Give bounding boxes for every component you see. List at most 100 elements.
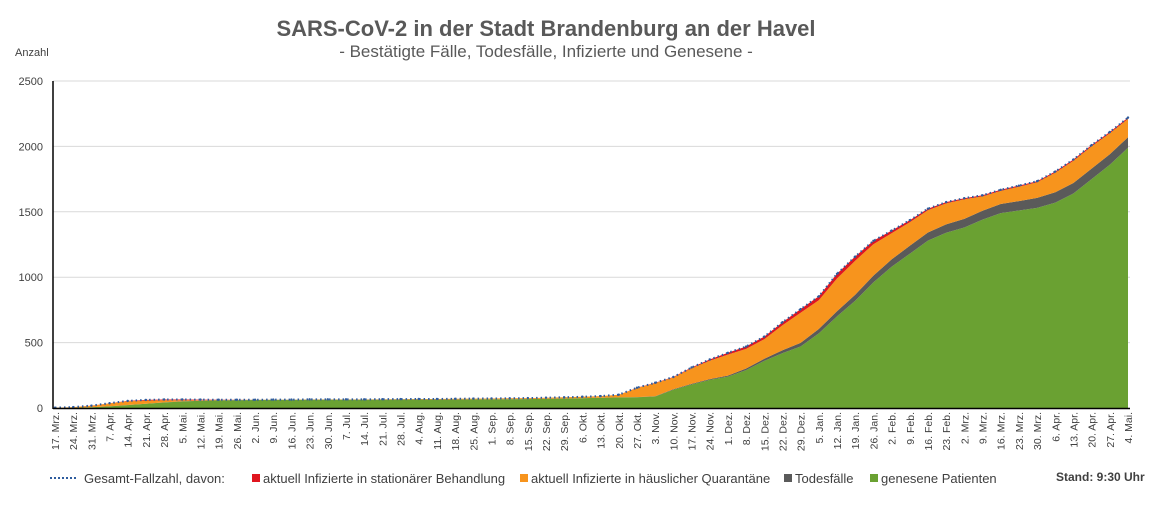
y-tick-label: 0 — [37, 403, 43, 415]
total-point — [490, 397, 493, 400]
total-point — [617, 393, 620, 396]
x-tick-label: 30. Jun. — [323, 412, 335, 449]
total-point — [71, 405, 75, 409]
total-point — [1054, 170, 1057, 173]
x-tick-label: 15. Dez. — [759, 412, 771, 451]
x-tick-label: 21. Jul. — [377, 412, 389, 446]
x-tick-label: 14. Apr. — [123, 412, 135, 448]
total-point — [435, 397, 439, 401]
x-tick-label: 1. Dez. — [723, 412, 735, 445]
x-tick-label: 8. Sep. — [505, 412, 517, 445]
total-point — [472, 397, 475, 400]
total-point — [381, 398, 384, 401]
x-tick-label: 17. Nov. — [687, 412, 699, 450]
total-point — [563, 396, 566, 399]
gray-square-icon — [784, 474, 792, 482]
x-tick-label: 23. Feb. — [941, 412, 953, 451]
total-point — [799, 307, 802, 311]
total-point — [326, 398, 329, 401]
total-point — [362, 398, 366, 401]
total-point — [672, 375, 675, 379]
total-point — [272, 398, 275, 401]
total-point — [144, 398, 148, 402]
x-tick-label: 23. Jun. — [305, 412, 317, 449]
total-point — [708, 358, 711, 361]
total-point — [399, 397, 402, 401]
total-point — [126, 399, 129, 403]
total-point — [344, 398, 348, 401]
x-tick-label: 12. Jan. — [832, 412, 844, 449]
total-point — [108, 401, 111, 405]
legend-label: genesene Patienten — [881, 471, 997, 486]
x-tick-label: 6. Apr. — [1050, 412, 1062, 442]
total-point — [926, 207, 930, 210]
x-tick-label: 9. Jun. — [268, 412, 280, 444]
chart-title: SARS-CoV-2 in der Stadt Brandenburg an d… — [276, 16, 816, 41]
legend-item-todesfaelle: Todesfälle — [784, 471, 854, 486]
x-tick-label: 19. Jan. — [850, 412, 862, 449]
total-point — [854, 255, 857, 258]
total-point — [1017, 184, 1021, 187]
x-tick-label: 10. Nov. — [668, 412, 680, 450]
total-point — [963, 196, 966, 200]
x-tick-label: 5. Jan. — [814, 412, 826, 444]
x-tick-label: 7. Jul. — [341, 412, 353, 440]
x-tick-label: 30. Mrz. — [1032, 412, 1044, 450]
total-point — [835, 272, 839, 275]
green-square-icon — [870, 474, 878, 482]
total-point — [217, 398, 220, 401]
total-point — [890, 229, 893, 232]
x-tick-label: 29. Sep. — [559, 412, 571, 451]
total-point — [744, 345, 748, 348]
x-tick-label: 7. Apr. — [105, 412, 117, 442]
total-point — [1108, 130, 1112, 134]
x-tick-label: 24. Mrz. — [68, 412, 80, 450]
x-tick-label: 15. Sep. — [523, 412, 535, 451]
total-point — [290, 398, 293, 401]
x-tick-label: 11. Aug. — [432, 412, 444, 450]
x-tick-label: 16. Mrz. — [996, 412, 1008, 450]
x-tick-label: 5. Mai. — [177, 412, 189, 444]
x-tick-label: 23. Mrz. — [1014, 412, 1026, 450]
x-tick-label: 4. Mai. — [1123, 412, 1135, 444]
total-point — [653, 381, 657, 384]
x-tick-label: 14. Jul. — [359, 412, 371, 446]
x-tick-label: 19. Mai. — [214, 412, 226, 449]
legend-label: aktuell Infizierte in häuslicher Quarant… — [531, 471, 771, 486]
y-tick-label: 2000 — [19, 141, 43, 153]
y-axis-label: Anzahl — [15, 47, 49, 59]
x-tick-label: 27. Apr. — [1105, 412, 1117, 448]
legend-label: Todesfälle — [795, 471, 854, 486]
y-tick-label: 1500 — [19, 207, 43, 219]
x-tick-label: 26. Mai. — [232, 412, 244, 449]
total-point — [872, 239, 875, 243]
total-point — [1090, 143, 1093, 147]
x-tick-label: 16. Feb. — [923, 412, 935, 451]
legend-item-quarantaene: aktuell Infizierte in häuslicher Quarant… — [520, 471, 770, 486]
total-dotted-line — [54, 116, 1129, 409]
x-tick-label: 22. Sep. — [541, 412, 553, 451]
x-tick-label: 22. Dez. — [777, 412, 789, 451]
legend-label: Gesamt-Fallzahl, davon: — [84, 471, 225, 486]
total-point — [599, 394, 602, 398]
x-tick-label: 13. Apr. — [1068, 412, 1080, 448]
x-tick-label: 9. Feb. — [905, 412, 917, 445]
total-point — [544, 396, 548, 399]
total-point — [781, 320, 784, 324]
total-point — [981, 194, 984, 197]
total-point — [763, 335, 766, 338]
total-point — [1035, 179, 1039, 183]
total-point — [817, 295, 821, 298]
total-point — [690, 366, 693, 369]
x-tick-label: 29. Dez. — [796, 412, 808, 451]
x-tick-label: 3. Nov. — [650, 412, 662, 444]
total-point — [417, 397, 420, 401]
total-point — [235, 398, 239, 401]
total-point — [944, 200, 948, 204]
total-point — [999, 188, 1002, 192]
total-point — [162, 398, 166, 401]
x-tick-label: 27. Okt. — [632, 412, 644, 449]
total-point — [453, 397, 457, 401]
total-point — [726, 351, 730, 355]
